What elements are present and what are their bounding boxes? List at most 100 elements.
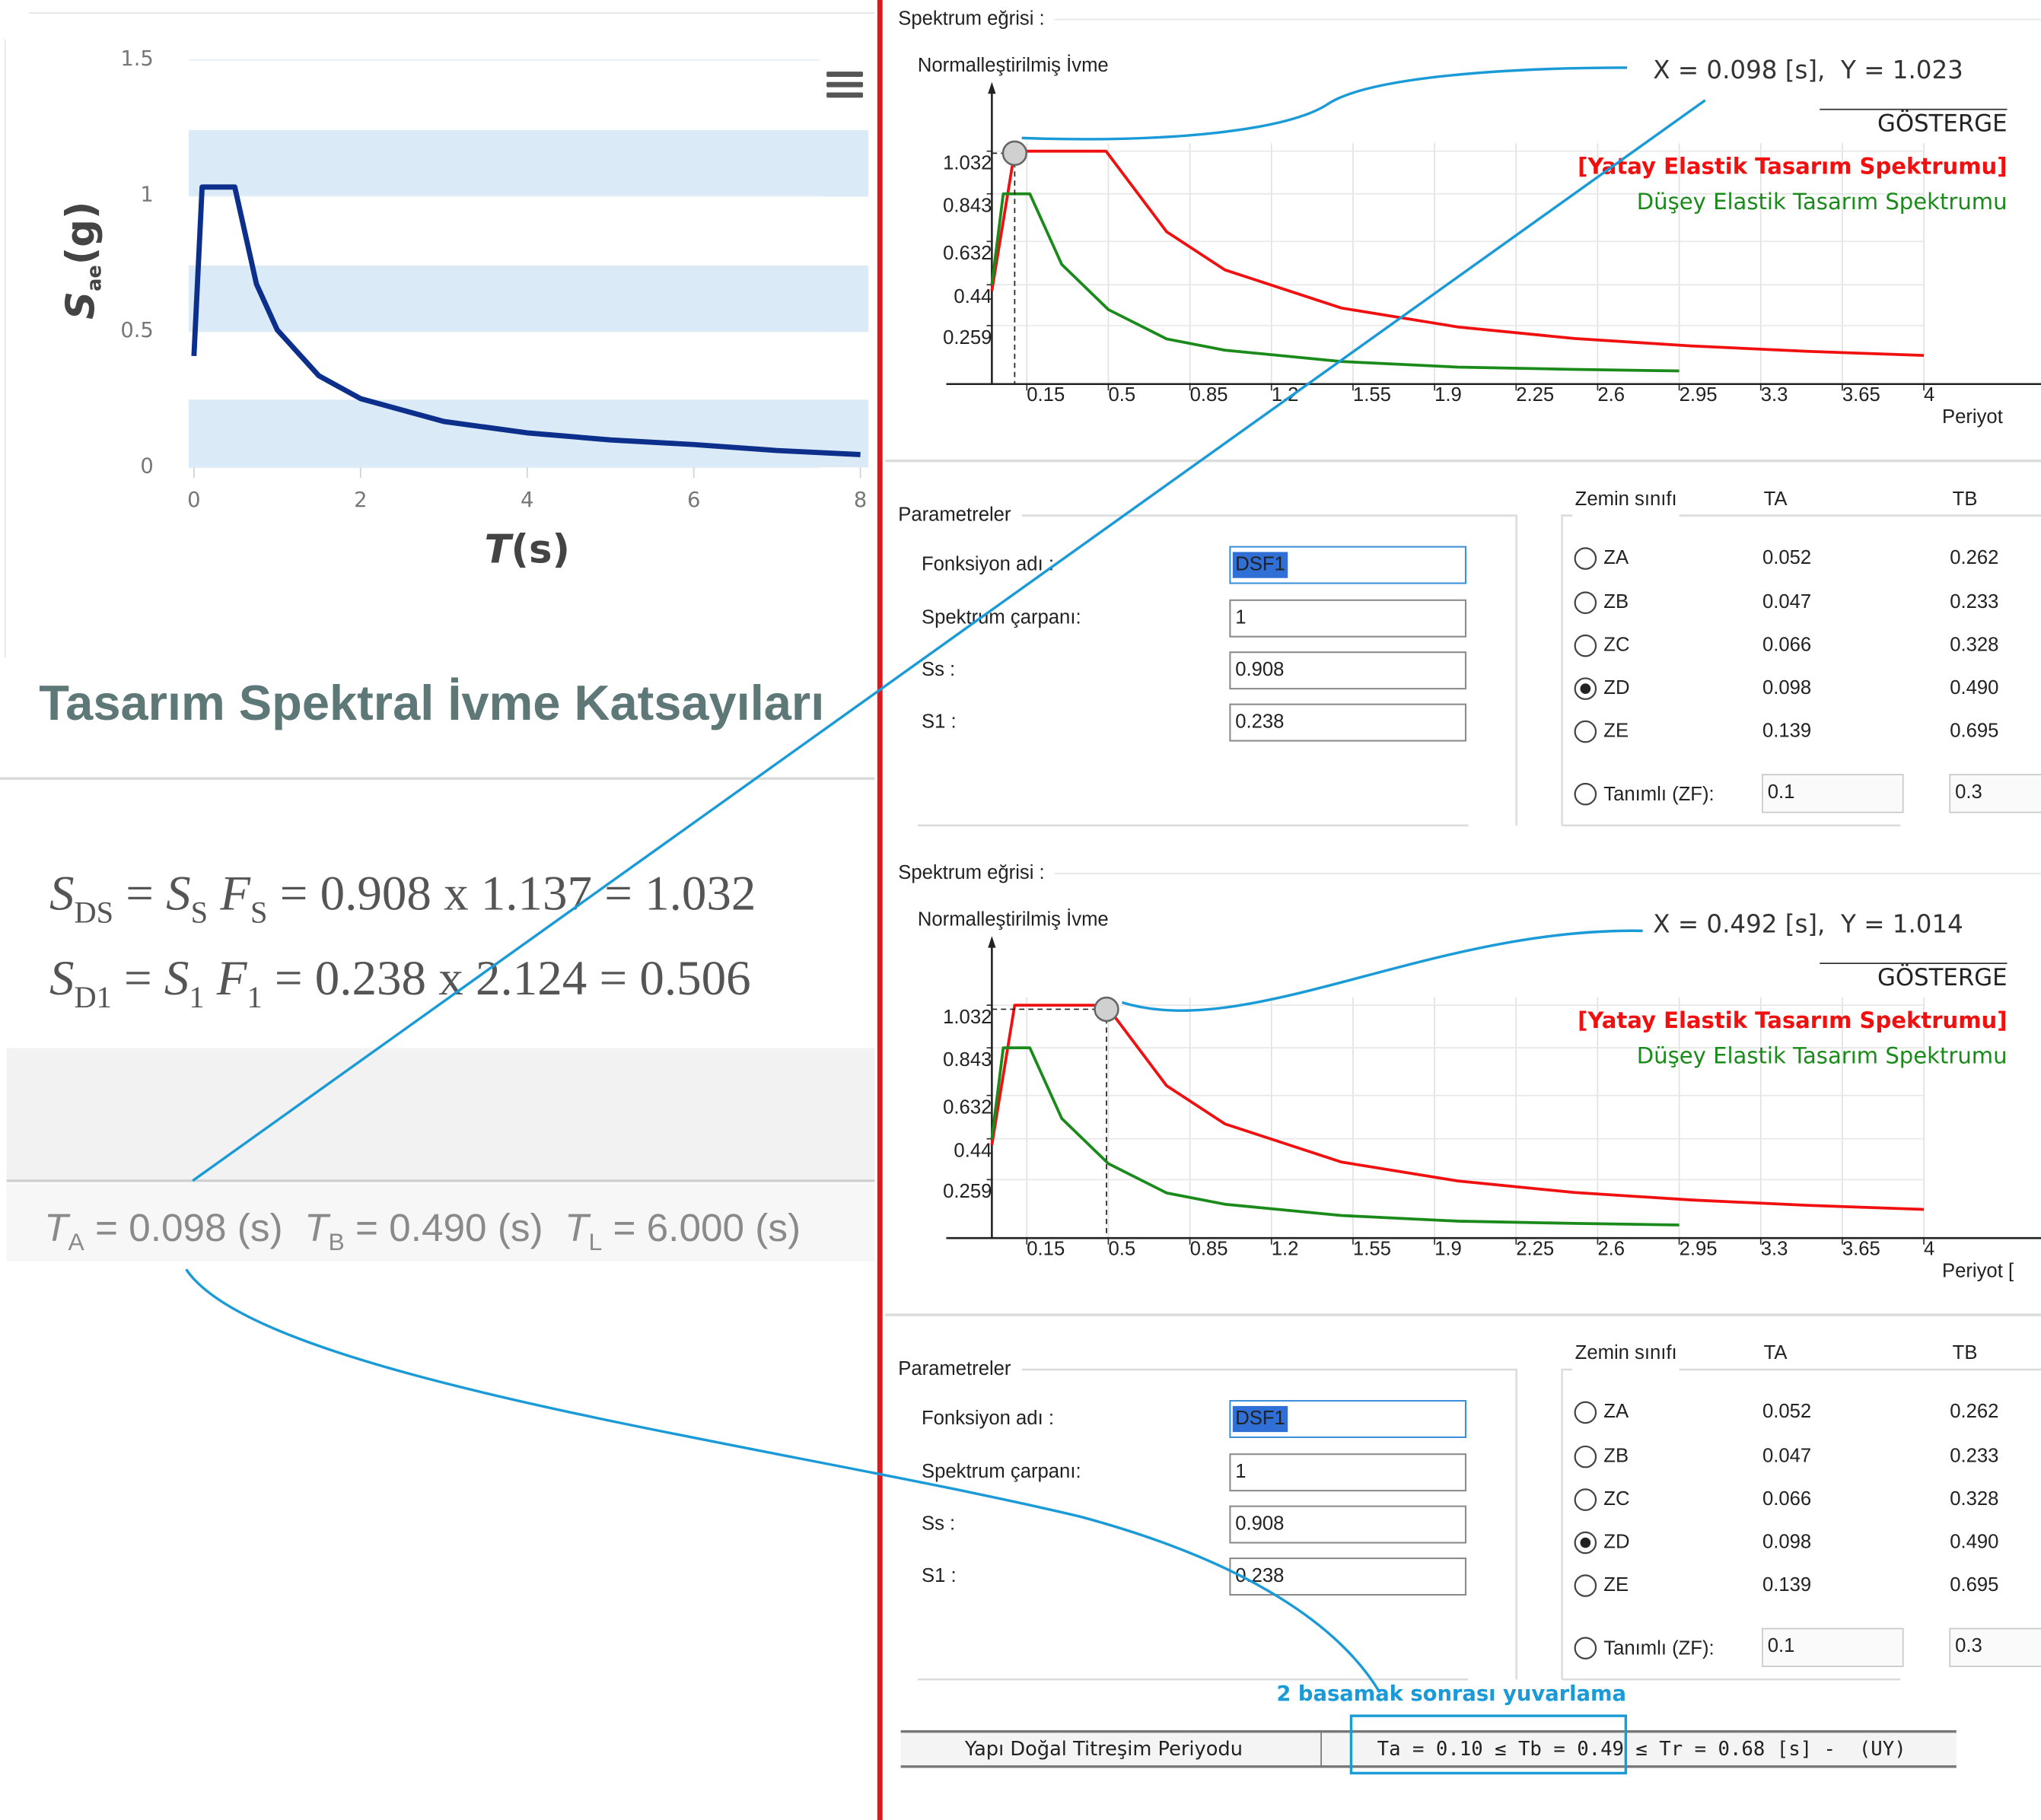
text-input[interactable] — [1229, 1453, 1467, 1492]
x-tick-label: 2.25 — [1516, 1238, 1554, 1259]
x-tick-label: 4 — [521, 488, 533, 512]
field-value: 0.908 — [1235, 659, 1284, 680]
spectrum-panel: Spektrum eğrisi :0.15 0.5 0.85 1.2 1.55 1.9 2.… — [885, 862, 2041, 1681]
x-tick-label: 3.3 — [1761, 384, 1788, 406]
symbol: T — [485, 527, 514, 572]
soil-class: ZE — [1603, 1574, 1629, 1596]
radio-button[interactable] — [1574, 591, 1597, 615]
cursor-marker — [1001, 140, 1028, 167]
text-part: = 0.238 x 2.124 = 0.506 — [263, 951, 751, 1006]
field-value: DSF1 — [1235, 1408, 1285, 1429]
text-input[interactable] — [1229, 651, 1467, 690]
cursor-readout: X = 0.098 [s], Y = 1.023 — [1653, 56, 1963, 84]
y-axis-label: Sae(g) — [58, 202, 105, 320]
plot-band — [189, 266, 868, 332]
cursor-readout: X = 0.492 [s], Y = 1.014 — [1653, 910, 1963, 939]
subscript: B — [329, 1228, 345, 1255]
text-part: = 6.000 (s) — [602, 1205, 801, 1249]
y-tick-label: 0.632 — [943, 243, 992, 264]
symbol: S — [58, 291, 103, 320]
tb-value: 0.328 — [1950, 634, 1998, 655]
axis-arrow — [988, 81, 996, 94]
legend-title: GÖSTERGE — [1877, 110, 2008, 138]
text-input[interactable] — [1229, 599, 1467, 638]
custom-tb: 0.3 — [1955, 1635, 1982, 1656]
custom-tb: 0.3 — [1955, 781, 1982, 803]
period-box — [6, 1183, 875, 1262]
symbol: S — [164, 951, 189, 1006]
spectrum-panel: Spektrum eğrisi :0.15 0.5 0.85 1.2 1.55 1.9 2.… — [885, 8, 2041, 827]
radio-button[interactable] — [1574, 547, 1597, 570]
subscript: 1 — [247, 980, 263, 1014]
soil-class: ZC — [1603, 1488, 1629, 1510]
subscript: DS — [74, 895, 113, 929]
x-tick-label: 3.3 — [1761, 1238, 1788, 1259]
y-tick-label: 0.44 — [954, 1141, 992, 1162]
x-tick-label: 1.9 — [1434, 1238, 1462, 1259]
symbol: T — [44, 1205, 71, 1249]
x-axis-label: Periyot [ — [1942, 1260, 2014, 1281]
field-label: Ss : — [922, 1513, 955, 1534]
field-value: 0.238 — [1235, 711, 1284, 732]
radio-button[interactable] — [1574, 1445, 1597, 1468]
radio-button[interactable] — [1574, 720, 1597, 743]
text-input[interactable] — [1229, 1505, 1467, 1544]
field-label: S1 : — [922, 711, 957, 732]
field-value: 0.238 — [1235, 1565, 1284, 1586]
group-box — [1561, 1368, 2041, 1681]
table-header: Zemin sınıfı — [1575, 488, 1677, 510]
x-tick-label: 2.6 — [1597, 384, 1625, 406]
periods: TA = 0.098 (s) TB = 0.490 (s) TL = 6.000… — [44, 1205, 801, 1255]
radio-button[interactable] — [1574, 1401, 1597, 1424]
radio-button[interactable] — [1574, 1488, 1597, 1511]
field-label: Ss : — [922, 659, 955, 680]
subscript: L — [589, 1228, 603, 1255]
subscript: S — [250, 895, 267, 929]
highlight-box — [1349, 1714, 1628, 1775]
soil-class: ZE — [1603, 720, 1629, 741]
ta-value: 0.052 — [1762, 547, 1811, 568]
x-tick-label: 4 — [1924, 1238, 1934, 1259]
status-value: Ta = 0.10 ≤ Tb = 0.49 ≤ Tr = 0.68 [s] - … — [1377, 1738, 1906, 1761]
text-part: = — [112, 951, 164, 1006]
subscript: D1 — [74, 980, 111, 1014]
table-header: TA — [1764, 488, 1788, 510]
table-header: TB — [1953, 488, 1978, 510]
series-line — [990, 1004, 1925, 1211]
radio-button[interactable] — [1574, 1637, 1597, 1659]
text-input[interactable] — [1229, 703, 1467, 742]
tb-value: 0.262 — [1950, 1401, 1998, 1422]
custom-ta: 0.1 — [1768, 781, 1795, 803]
field-value: 1 — [1235, 1461, 1246, 1482]
text-part: = 0.098 (s) — [84, 1205, 304, 1249]
subscript: 1 — [189, 980, 204, 1014]
x-tick-label: 2.95 — [1680, 1238, 1718, 1259]
soil-class: ZA — [1603, 1401, 1629, 1422]
group-title: Parametreler — [898, 1358, 1011, 1379]
connector — [192, 99, 1706, 1182]
x-tick-label: 6 — [687, 488, 700, 512]
y-axis-label: Normalleştirilmiş İvme — [918, 908, 1109, 930]
tb-value: 0.233 — [1950, 591, 1998, 612]
axis-arrow — [988, 936, 996, 948]
x-tick-label: 0.15 — [1027, 384, 1065, 406]
tb-value: 0.490 — [1950, 677, 1998, 698]
radio-button[interactable] — [1574, 1574, 1597, 1597]
legend-entry: [Yatay Elastik Tasarım Spektrumu] — [1578, 1007, 2007, 1033]
field-value: 1 — [1235, 607, 1246, 628]
connector — [185, 1268, 1381, 1694]
menu-icon[interactable] — [826, 72, 864, 98]
section-title: Spektrum eğrisi : — [898, 8, 1044, 29]
x-tick-label: 0 — [187, 488, 200, 512]
text-input[interactable] — [1229, 1558, 1467, 1596]
group-box — [1561, 514, 2041, 827]
x-tick-label: 3.65 — [1842, 1238, 1880, 1259]
tb-value: 0.490 — [1950, 1531, 1998, 1552]
series-line — [191, 184, 861, 457]
symbol: F — [216, 951, 248, 1006]
radio-button[interactable] — [1574, 782, 1597, 806]
y-tick-label: 0.259 — [943, 1181, 992, 1202]
y-tick-label: 0.632 — [943, 1097, 992, 1118]
annotation: 2 basamak sonrası yuvarlama — [1276, 1682, 1626, 1706]
radio-button[interactable] — [1574, 634, 1597, 657]
